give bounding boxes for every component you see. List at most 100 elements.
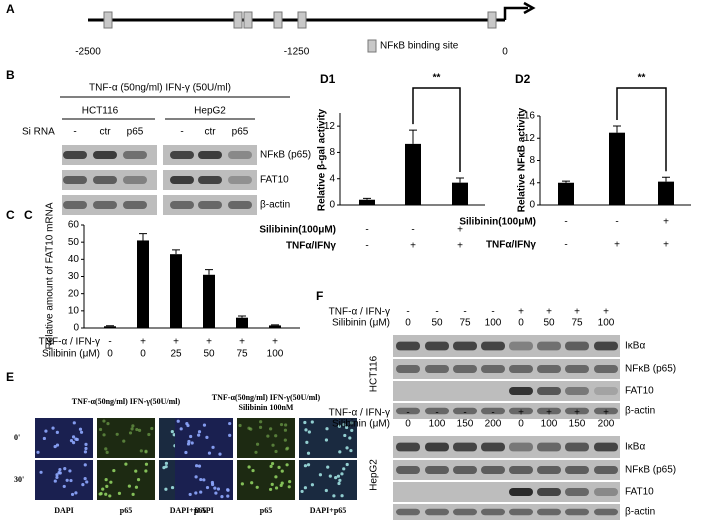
nucleus <box>58 467 62 472</box>
chart-title: D2 <box>515 72 531 86</box>
band <box>63 176 87 184</box>
e-header: Silibinin 100nM <box>239 403 294 412</box>
nucleus <box>332 494 336 498</box>
error-bar <box>613 125 621 133</box>
f-lane-label: 0 <box>405 419 411 430</box>
category-label: - <box>108 337 111 348</box>
binding-site <box>243 11 253 29</box>
row-label: Silibinin (μM) <box>42 349 100 360</box>
nucleus <box>254 450 258 454</box>
nucleus <box>270 482 274 487</box>
e-column-label: DAPI+p65 <box>170 506 207 515</box>
f-lane-label: - <box>463 408 466 419</box>
band <box>594 341 618 351</box>
nucleus <box>105 450 109 454</box>
band <box>509 488 533 496</box>
band <box>453 508 477 516</box>
nucleus <box>303 420 307 425</box>
category-label: + <box>173 337 179 348</box>
nucleus <box>136 478 141 482</box>
nucleus <box>187 439 191 444</box>
band <box>425 407 449 415</box>
protein-label: FAT10 <box>625 487 654 498</box>
band <box>198 201 222 209</box>
nucleus <box>328 474 332 478</box>
nucleus <box>306 463 311 467</box>
band <box>396 442 420 452</box>
nucleus <box>274 486 279 490</box>
nucleus <box>81 482 85 487</box>
nucleus <box>68 469 72 473</box>
e-header: TNF-α(50ng/ml) IFN-γ(50U/ml) <box>212 393 321 402</box>
nucleus <box>336 474 341 478</box>
nucleus <box>190 441 194 445</box>
nucleus <box>186 442 191 446</box>
e-row-label: 30' <box>14 475 24 484</box>
category-label: + <box>457 225 463 236</box>
blot-f <box>393 335 620 357</box>
f-row-label: TNF-α / IFN-γ <box>329 408 390 419</box>
nucleus <box>283 438 287 442</box>
nucleus <box>135 427 139 432</box>
error-bar <box>662 176 670 182</box>
nucleus <box>325 427 329 431</box>
nucleus <box>55 443 60 447</box>
nucleus <box>207 451 212 455</box>
band <box>594 365 618 373</box>
nucleus <box>104 478 108 482</box>
f-lane-label: - <box>463 307 466 318</box>
nucleus <box>102 419 106 423</box>
nucleus <box>345 462 349 467</box>
f-lane-label: - <box>435 408 438 419</box>
blot-f <box>393 381 620 401</box>
y-tick-label: 0 <box>529 200 535 211</box>
band <box>228 201 252 209</box>
band <box>396 341 420 351</box>
category-label: - <box>411 225 414 236</box>
error-bar <box>238 315 246 318</box>
band <box>481 442 505 452</box>
nucleus <box>285 463 289 467</box>
nucleus <box>134 469 138 473</box>
band <box>396 365 420 373</box>
nucleus <box>268 487 273 492</box>
nucleus <box>345 425 349 430</box>
protein-label: IκBα <box>625 341 645 352</box>
nucleus <box>250 481 254 485</box>
nucleus <box>337 424 342 428</box>
band <box>509 442 533 452</box>
f-lane-label: 0 <box>518 419 524 430</box>
protein-label: FAT10 <box>625 386 654 397</box>
nucleus <box>131 492 135 496</box>
band <box>509 508 533 516</box>
nucleus <box>188 492 192 497</box>
error-bar <box>456 177 464 183</box>
nucleus <box>78 427 83 431</box>
nucleus <box>79 430 84 434</box>
nucleus <box>310 420 314 424</box>
nucleus <box>303 486 308 490</box>
category-label: - <box>564 217 567 228</box>
bar <box>609 132 625 205</box>
nucleus <box>109 480 113 484</box>
nucleus <box>259 420 263 424</box>
f-lane-label: 50 <box>431 318 443 329</box>
nucleus <box>137 428 142 432</box>
position-label: -1250 <box>284 47 310 58</box>
band <box>453 365 477 373</box>
nucleus <box>164 487 168 491</box>
nucleus <box>194 475 198 479</box>
nucleus <box>202 423 207 427</box>
y-axis-label: Relative amount of FAT10 mRNA <box>45 202 56 349</box>
category-label: 50 <box>203 349 215 360</box>
nucleus <box>115 432 119 436</box>
nucleus <box>199 477 203 482</box>
nucleus <box>279 483 283 488</box>
category-label: - <box>615 217 618 228</box>
nucleus <box>350 421 354 425</box>
nucleus <box>274 434 278 438</box>
nucleus <box>349 448 353 453</box>
nucleus <box>226 488 230 492</box>
nucleus <box>287 485 291 489</box>
chart-title: D1 <box>320 72 336 86</box>
